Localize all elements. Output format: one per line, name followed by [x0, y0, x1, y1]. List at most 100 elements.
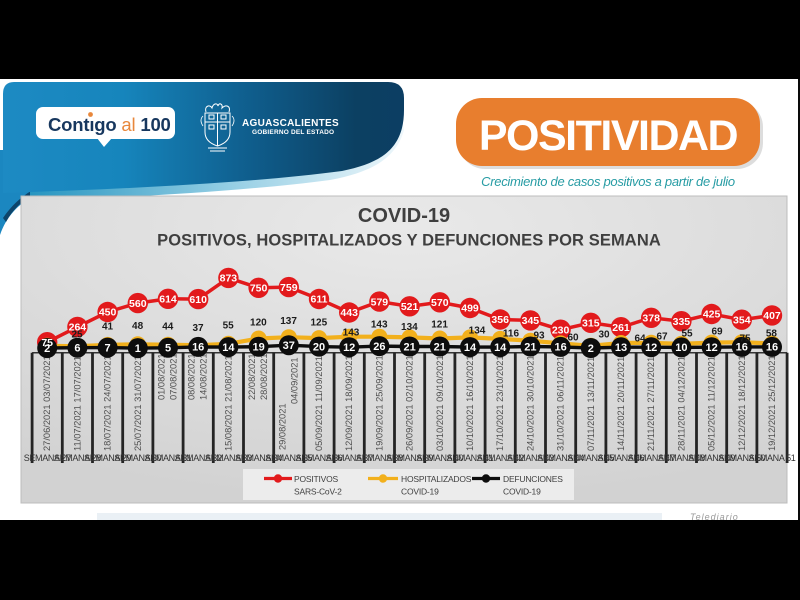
svg-text:25/07/2021 31/07/2021: 25/07/2021 31/07/2021	[133, 355, 143, 451]
svg-text:134: 134	[469, 326, 486, 337]
svg-text:11/07/2021 17/07/2021: 11/07/2021 17/07/2021	[72, 356, 82, 451]
svg-text:SEMANA 46: SEMANA 46	[598, 453, 645, 463]
svg-text:750: 750	[250, 283, 268, 295]
svg-text:29/08/2021: 29/08/2021	[277, 403, 287, 450]
svg-text:570: 570	[431, 297, 449, 309]
svg-text:27/06/2021 03/07/2021: 27/06/2021 03/07/2021	[42, 355, 52, 451]
svg-text:19: 19	[252, 342, 264, 354]
svg-text:1: 1	[135, 343, 141, 355]
svg-text:14/11/2021 20/11/2021: 14/11/2021 20/11/2021	[616, 357, 626, 451]
svg-text:15/08/2021 21/08/2021: 15/08/2021 21/08/2021	[223, 355, 233, 451]
svg-text:6: 6	[74, 343, 80, 355]
svg-text:134: 134	[401, 322, 418, 333]
svg-text:SEMANA 31: SEMANA 31	[145, 453, 192, 463]
svg-text:16: 16	[554, 342, 566, 354]
svg-text:SEMANA 49: SEMANA 49	[688, 453, 735, 463]
svg-text:HOSPITALIZADOS: HOSPITALIZADOS	[401, 474, 472, 484]
svg-text:93: 93	[533, 331, 545, 342]
svg-text:SEMANA 51: SEMANA 51	[749, 453, 796, 463]
svg-text:345: 345	[522, 315, 540, 327]
svg-text:07/11/2021 13/11/2021: 07/11/2021 13/11/2021	[586, 357, 596, 451]
svg-text:75: 75	[739, 334, 751, 345]
svg-text:28/08/2021: 28/08/2021	[259, 353, 269, 400]
svg-text:21/11/2021 27/11/2021: 21/11/2021 27/11/2021	[646, 357, 656, 451]
svg-text:07/08/2021: 07/08/2021	[169, 353, 179, 400]
svg-text:SEMANA 47: SEMANA 47	[628, 453, 675, 463]
svg-text:55: 55	[223, 321, 235, 332]
svg-text:12: 12	[645, 342, 657, 354]
svg-text:SEMANA 42: SEMANA 42	[477, 453, 524, 463]
svg-text:14: 14	[494, 342, 507, 354]
svg-text:44: 44	[162, 322, 174, 333]
svg-text:20: 20	[313, 341, 325, 353]
svg-text:COVID-19: COVID-19	[358, 205, 450, 227]
svg-text:610: 610	[189, 294, 207, 306]
svg-text:10: 10	[675, 342, 687, 354]
svg-text:143: 143	[343, 328, 360, 339]
svg-text:22/08/2021: 22/08/2021	[247, 353, 257, 400]
svg-text:611: 611	[311, 294, 328, 306]
svg-text:579: 579	[371, 296, 389, 308]
svg-text:13: 13	[615, 342, 627, 354]
svg-text:450: 450	[99, 307, 117, 319]
svg-text:614: 614	[159, 294, 177, 306]
svg-text:01/08/2021: 01/08/2021	[157, 353, 167, 400]
svg-text:30: 30	[598, 330, 610, 341]
svg-text:143: 143	[371, 320, 388, 331]
svg-text:24/10/2021 30/10/2021: 24/10/2021 30/10/2021	[525, 355, 535, 451]
svg-text:69: 69	[711, 327, 723, 338]
svg-text:05/09/2021 11/09/2021: 05/09/2021 11/09/2021	[314, 356, 324, 451]
svg-text:499: 499	[461, 303, 479, 315]
svg-text:2: 2	[44, 343, 50, 355]
svg-text:SEMANA 41: SEMANA 41	[447, 453, 494, 463]
svg-text:2: 2	[588, 343, 594, 355]
svg-text:AGUASCALIENTES: AGUASCALIENTES	[242, 118, 339, 129]
svg-text:SEMANA 44: SEMANA 44	[537, 453, 584, 463]
svg-text:121: 121	[431, 320, 448, 331]
svg-text:75: 75	[41, 337, 53, 349]
svg-text:16: 16	[736, 342, 748, 354]
svg-text:55: 55	[681, 329, 693, 340]
svg-text:SEMANA 45: SEMANA 45	[567, 453, 614, 463]
svg-text:SEMANA 28: SEMANA 28	[54, 453, 101, 463]
svg-text:POSITIVOS: POSITIVOS	[294, 474, 339, 484]
svg-text:425: 425	[703, 309, 721, 321]
svg-text:125: 125	[310, 318, 327, 329]
svg-text:08/08/2021: 08/08/2021	[187, 353, 197, 400]
svg-text:5: 5	[165, 343, 171, 355]
svg-text:18/07/2021 24/07/2021: 18/07/2021 24/07/2021	[103, 355, 113, 451]
svg-text:21: 21	[403, 341, 415, 353]
svg-text:POSITIVOS, HOSPITALIZADOS Y DE: POSITIVOS, HOSPITALIZADOS Y DEFUNCIONES …	[157, 232, 661, 250]
svg-text:SEMANA 48: SEMANA 48	[658, 453, 705, 463]
svg-text:SEMANA 30: SEMANA 30	[114, 453, 161, 463]
svg-text:37: 37	[192, 323, 204, 334]
svg-text:21: 21	[434, 341, 446, 353]
svg-text:378: 378	[642, 313, 660, 325]
svg-text:SEMANA 39: SEMANA 39	[386, 453, 433, 463]
svg-text:116: 116	[503, 329, 520, 340]
svg-text:12/09/2021 18/09/2021: 12/09/2021 18/09/2021	[344, 355, 354, 451]
svg-text:SEMANA 38: SEMANA 38	[356, 453, 403, 463]
svg-text:873: 873	[220, 273, 238, 285]
svg-text:SEMANA 32: SEMANA 32	[175, 453, 222, 463]
svg-text:335: 335	[673, 316, 691, 328]
svg-text:120: 120	[250, 318, 267, 329]
svg-text:SARS-CoV-2: SARS-CoV-2	[294, 487, 342, 497]
svg-text:16: 16	[766, 342, 778, 354]
svg-text:COVID-19: COVID-19	[503, 487, 541, 497]
svg-text:230: 230	[552, 324, 570, 336]
svg-text:Telediario: Telediario	[690, 512, 739, 522]
svg-text:759: 759	[280, 282, 298, 294]
svg-text:19/09/2021 25/09/2021: 19/09/2021 25/09/2021	[374, 355, 384, 451]
svg-text:SEMANA 36: SEMANA 36	[296, 453, 343, 463]
svg-text:31/10/2021 06/11/2021: 31/10/2021 06/11/2021	[556, 356, 566, 451]
svg-text:261: 261	[612, 322, 630, 334]
svg-text:DEFUNCIONES: DEFUNCIONES	[503, 474, 563, 484]
svg-text:16: 16	[192, 342, 204, 354]
svg-text:521: 521	[401, 301, 419, 313]
svg-text:05/12/2021 11/12/2021: 05/12/2021 11/12/2021	[707, 356, 717, 451]
svg-text:POSITIVIDAD: POSITIVIDAD	[479, 112, 738, 160]
svg-text:14: 14	[222, 342, 235, 354]
svg-text:17/10/2021 23/10/2021: 17/10/2021 23/10/2021	[495, 355, 505, 451]
svg-text:58: 58	[766, 329, 778, 340]
